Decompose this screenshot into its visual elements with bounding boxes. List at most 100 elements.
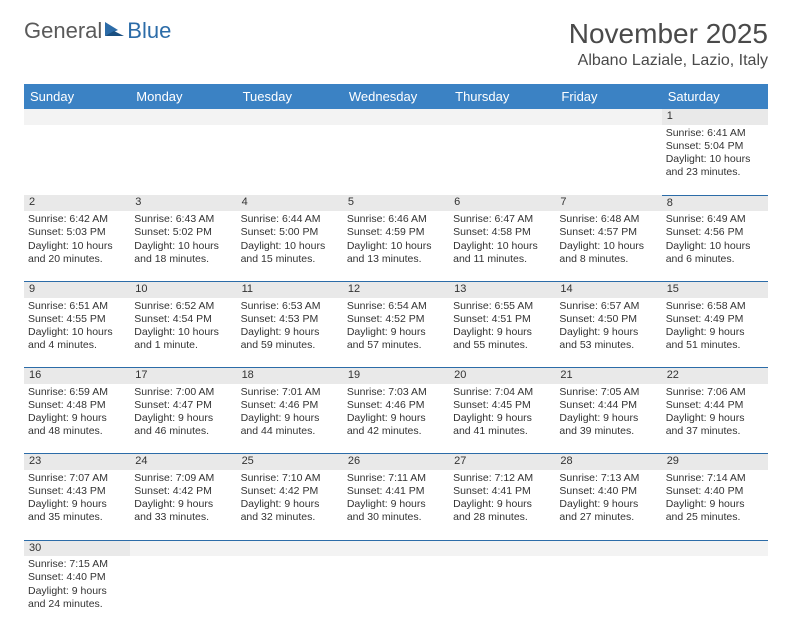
day-number-row: 16171819202122	[24, 368, 768, 384]
sunrise-text: Sunrise: 7:13 AM	[559, 472, 657, 485]
day-detail-cell: Sunrise: 7:01 AMSunset: 4:46 PMDaylight:…	[237, 384, 343, 454]
day-detail-cell: Sunrise: 6:48 AMSunset: 4:57 PMDaylight:…	[555, 211, 661, 281]
day-header: Monday	[130, 84, 236, 109]
day-number-cell: 26	[343, 454, 449, 470]
daylight-text: Daylight: 10 hours and 15 minutes.	[241, 240, 339, 266]
daylight-text: Daylight: 10 hours and 8 minutes.	[559, 240, 657, 266]
day-detail-cell: Sunrise: 7:00 AMSunset: 4:47 PMDaylight:…	[130, 384, 236, 454]
daylight-text: Daylight: 10 hours and 1 minute.	[134, 326, 232, 352]
day-detail-cell	[343, 556, 449, 626]
day-number-cell	[449, 109, 555, 125]
sunset-text: Sunset: 4:54 PM	[134, 313, 232, 326]
sunrise-text: Sunrise: 6:46 AM	[347, 213, 445, 226]
day-detail-cell	[237, 125, 343, 195]
day-number-row: 9101112131415	[24, 281, 768, 297]
day-header: Friday	[555, 84, 661, 109]
day-number-cell: 28	[555, 454, 661, 470]
logo-text-2: Blue	[127, 18, 171, 44]
location-subtitle: Albano Laziale, Lazio, Italy	[569, 52, 768, 70]
sunrise-text: Sunrise: 7:01 AM	[241, 386, 339, 399]
daylight-text: Daylight: 9 hours and 30 minutes.	[347, 498, 445, 524]
daylight-text: Daylight: 9 hours and 33 minutes.	[134, 498, 232, 524]
sunrise-text: Sunrise: 6:55 AM	[453, 300, 551, 313]
daylight-text: Daylight: 9 hours and 25 minutes.	[666, 498, 764, 524]
sunrise-text: Sunrise: 6:49 AM	[666, 213, 764, 226]
page-title: November 2025	[569, 18, 768, 50]
daylight-text: Daylight: 10 hours and 23 minutes.	[666, 153, 764, 179]
day-header: Tuesday	[237, 84, 343, 109]
calendar-table: SundayMondayTuesdayWednesdayThursdayFrid…	[24, 84, 768, 626]
day-detail-cell: Sunrise: 6:46 AMSunset: 4:59 PMDaylight:…	[343, 211, 449, 281]
sunrise-text: Sunrise: 6:42 AM	[28, 213, 126, 226]
day-detail-cell: Sunrise: 7:11 AMSunset: 4:41 PMDaylight:…	[343, 470, 449, 540]
day-number-cell: 13	[449, 281, 555, 297]
sunrise-text: Sunrise: 6:47 AM	[453, 213, 551, 226]
day-number-cell	[237, 540, 343, 556]
sunrise-text: Sunrise: 7:07 AM	[28, 472, 126, 485]
day-number-cell	[555, 540, 661, 556]
daylight-text: Daylight: 10 hours and 6 minutes.	[666, 240, 764, 266]
day-detail-cell	[130, 125, 236, 195]
day-number-cell: 24	[130, 454, 236, 470]
calendar-body: 1Sunrise: 6:41 AMSunset: 5:04 PMDaylight…	[24, 109, 768, 626]
sunset-text: Sunset: 4:47 PM	[134, 399, 232, 412]
day-number-cell: 6	[449, 195, 555, 211]
day-detail-cell: Sunrise: 6:42 AMSunset: 5:03 PMDaylight:…	[24, 211, 130, 281]
day-detail-cell: Sunrise: 6:53 AMSunset: 4:53 PMDaylight:…	[237, 298, 343, 368]
day-detail-cell: Sunrise: 7:12 AMSunset: 4:41 PMDaylight:…	[449, 470, 555, 540]
sunset-text: Sunset: 4:40 PM	[666, 485, 764, 498]
sunrise-text: Sunrise: 7:03 AM	[347, 386, 445, 399]
sunrise-text: Sunrise: 7:06 AM	[666, 386, 764, 399]
sunset-text: Sunset: 5:00 PM	[241, 226, 339, 239]
day-number-cell: 30	[24, 540, 130, 556]
sunset-text: Sunset: 4:41 PM	[453, 485, 551, 498]
day-number-cell	[449, 540, 555, 556]
day-detail-cell: Sunrise: 7:07 AMSunset: 4:43 PMDaylight:…	[24, 470, 130, 540]
sunset-text: Sunset: 4:52 PM	[347, 313, 445, 326]
day-detail-cell: Sunrise: 6:51 AMSunset: 4:55 PMDaylight:…	[24, 298, 130, 368]
day-detail-cell: Sunrise: 6:58 AMSunset: 4:49 PMDaylight:…	[662, 298, 768, 368]
sunset-text: Sunset: 4:40 PM	[559, 485, 657, 498]
sunrise-text: Sunrise: 6:54 AM	[347, 300, 445, 313]
day-header: Wednesday	[343, 84, 449, 109]
day-number-cell	[343, 109, 449, 125]
day-number-cell	[130, 540, 236, 556]
day-number-cell: 22	[662, 368, 768, 384]
day-detail-cell: Sunrise: 6:43 AMSunset: 5:02 PMDaylight:…	[130, 211, 236, 281]
sunrise-text: Sunrise: 7:14 AM	[666, 472, 764, 485]
sunrise-text: Sunrise: 6:52 AM	[134, 300, 232, 313]
day-number-cell	[130, 109, 236, 125]
sunrise-text: Sunrise: 6:59 AM	[28, 386, 126, 399]
day-number-cell: 1	[662, 109, 768, 125]
sunset-text: Sunset: 4:42 PM	[241, 485, 339, 498]
day-detail-cell	[555, 125, 661, 195]
daylight-text: Daylight: 10 hours and 20 minutes.	[28, 240, 126, 266]
sunrise-text: Sunrise: 6:43 AM	[134, 213, 232, 226]
daylight-text: Daylight: 9 hours and 44 minutes.	[241, 412, 339, 438]
day-number-cell: 16	[24, 368, 130, 384]
sunrise-text: Sunrise: 7:09 AM	[134, 472, 232, 485]
daylight-text: Daylight: 10 hours and 4 minutes.	[28, 326, 126, 352]
daylight-text: Daylight: 9 hours and 55 minutes.	[453, 326, 551, 352]
daylight-text: Daylight: 10 hours and 11 minutes.	[453, 240, 551, 266]
sunset-text: Sunset: 5:03 PM	[28, 226, 126, 239]
sunrise-text: Sunrise: 7:12 AM	[453, 472, 551, 485]
day-detail-cell: Sunrise: 6:47 AMSunset: 4:58 PMDaylight:…	[449, 211, 555, 281]
sunset-text: Sunset: 4:48 PM	[28, 399, 126, 412]
daylight-text: Daylight: 10 hours and 18 minutes.	[134, 240, 232, 266]
day-number-cell	[24, 109, 130, 125]
day-number-cell: 3	[130, 195, 236, 211]
day-detail-cell	[449, 125, 555, 195]
sunset-text: Sunset: 4:42 PM	[134, 485, 232, 498]
day-detail-cell: Sunrise: 7:09 AMSunset: 4:42 PMDaylight:…	[130, 470, 236, 540]
day-number-cell: 11	[237, 281, 343, 297]
day-detail-cell	[662, 556, 768, 626]
day-number-cell: 2	[24, 195, 130, 211]
sunset-text: Sunset: 4:58 PM	[453, 226, 551, 239]
sunset-text: Sunset: 4:56 PM	[666, 226, 764, 239]
calendar-header-row: SundayMondayTuesdayWednesdayThursdayFrid…	[24, 84, 768, 109]
day-detail-cell: Sunrise: 7:06 AMSunset: 4:44 PMDaylight:…	[662, 384, 768, 454]
day-number-cell: 5	[343, 195, 449, 211]
day-detail-cell: Sunrise: 7:05 AMSunset: 4:44 PMDaylight:…	[555, 384, 661, 454]
sunrise-text: Sunrise: 7:05 AM	[559, 386, 657, 399]
